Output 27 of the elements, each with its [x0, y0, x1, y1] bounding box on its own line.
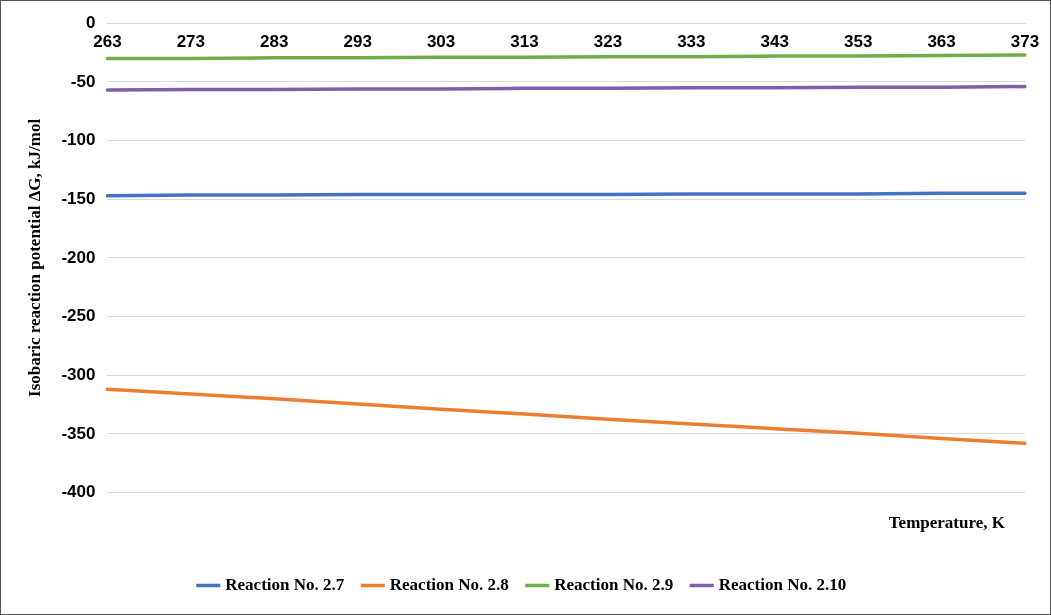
y-tick-label: -50 — [70, 71, 96, 91]
y-axis-title: Isobaric reaction potential ΔG, kJ/mol — [24, 118, 44, 397]
legend-label: Reaction No. 2.8 — [389, 574, 509, 594]
y-tick-label: -350 — [61, 423, 96, 443]
x-tick-label: 363 — [927, 32, 956, 52]
y-tick-label: -150 — [61, 188, 96, 208]
x-tick-label: 283 — [260, 32, 289, 52]
x-tick-label: 333 — [677, 32, 706, 52]
y-tick-label: 0 — [85, 12, 96, 32]
x-tick-label: 273 — [176, 32, 206, 52]
x-tick-label: 373 — [1010, 32, 1040, 52]
legend-label: Reaction No. 2.10 — [718, 574, 847, 594]
x-tick-label: 303 — [426, 32, 456, 52]
y-tick-label: -300 — [61, 364, 96, 384]
legend-label: Reaction No. 2.9 — [554, 574, 674, 594]
x-tick-label: 313 — [510, 32, 539, 52]
y-tick-label: -100 — [61, 130, 96, 150]
x-tick-label: 293 — [343, 32, 372, 52]
x-tick-label: 353 — [843, 32, 873, 52]
x-axis-title: Temperature, K — [888, 513, 1006, 533]
legend-label: Reaction No. 2.7 — [225, 574, 345, 594]
x-tick-label: 343 — [760, 32, 789, 52]
x-tick-label: 323 — [593, 32, 623, 52]
y-tick-label: -250 — [61, 306, 96, 326]
x-tick-label: 263 — [93, 32, 122, 52]
y-tick-label: -400 — [61, 482, 96, 502]
y-tick-label: -200 — [61, 247, 96, 267]
